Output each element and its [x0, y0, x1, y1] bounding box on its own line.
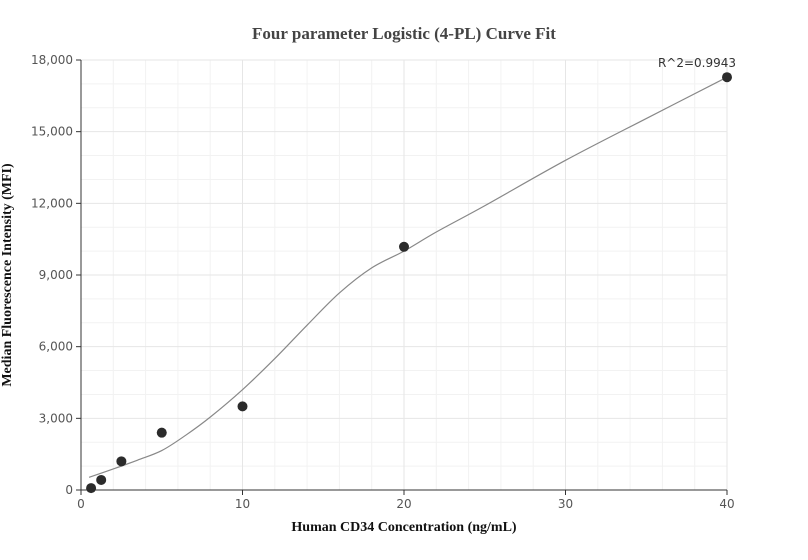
- data-point: [86, 483, 97, 494]
- axes: [76, 59, 728, 495]
- grid: [80, 59, 728, 491]
- x-tick-label: 0: [77, 497, 85, 511]
- data-point: [399, 241, 409, 252]
- chart-title: Four parameter Logistic (4-PL) Curve Fit: [252, 24, 556, 43]
- data-points: [86, 72, 732, 494]
- fit-curve-line: [88, 76, 728, 478]
- x-tick-label: 40: [719, 497, 734, 511]
- y-tick-label: 12,000: [31, 196, 73, 210]
- y-axis-title: Median Fluorescence Intensity (MFI): [0, 163, 15, 387]
- r-squared-annotation: R^2=0.9943: [658, 56, 736, 70]
- y-tick-label: 6,000: [39, 340, 73, 354]
- data-point: [722, 72, 732, 83]
- x-tick-label: 20: [396, 497, 411, 511]
- data-point: [156, 427, 167, 438]
- tick-labels: 0 10 20 30 40 0 3,000 6,000 9,000 12,000 15,000 18,…: [31, 53, 735, 511]
- y-tick-label: 9,000: [39, 268, 73, 282]
- data-point: [116, 456, 127, 467]
- x-tick-label: 10: [235, 497, 250, 511]
- y-tick-label: 15,000: [31, 125, 73, 139]
- y-tick-label: 0: [65, 483, 73, 497]
- x-axis-title: Human CD34 Concentration (ng/mL): [291, 520, 517, 535]
- x-tick-label: 30: [558, 497, 573, 511]
- data-point: [96, 474, 107, 485]
- y-tick-label: 18,000: [31, 53, 73, 67]
- y-tick-label: 3,000: [39, 411, 73, 425]
- data-point: [237, 401, 248, 412]
